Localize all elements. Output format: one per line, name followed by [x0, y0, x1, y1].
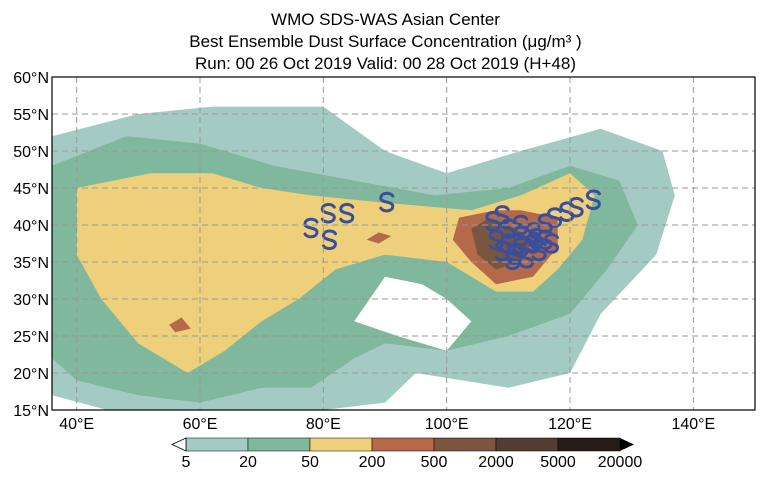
lon-tick-label: 120°E [548, 416, 592, 433]
colorbar-bin [433, 437, 497, 452]
dust-observation-marker [505, 249, 521, 271]
colorbar-label: 200 [359, 454, 386, 471]
dust-observation-marker [568, 196, 584, 218]
contour-200-500-iran [169, 317, 191, 333]
lon-tick-label: 40°E [59, 416, 94, 433]
lat-tick-label: 15°N [13, 403, 49, 420]
no-dust-area [354, 276, 472, 351]
dust-observation-marker [559, 201, 575, 222]
dust-observation-marker [547, 207, 563, 228]
dust-observation-marker [525, 222, 541, 243]
colorbar-label: 2000 [478, 454, 514, 471]
dust-observation-marker [585, 189, 601, 211]
colorbar-label: 20 [239, 454, 257, 471]
contour-200-500-tarim [366, 232, 392, 244]
lat-tick-label: 25°N [13, 329, 49, 346]
dust-observation-marker [320, 202, 336, 224]
colorbar-label: 5000 [540, 454, 576, 471]
dust-observation-marker [513, 225, 529, 247]
lat-tick-label: 50°N [13, 144, 49, 161]
lon-tick-label: 80°E [306, 416, 341, 433]
title-line-3: Run: 00 26 Oct 2019 Valid: 00 28 Oct 201… [194, 54, 576, 73]
plot-frame [51, 76, 756, 411]
lon-tick-label: 60°E [183, 416, 218, 433]
lat-tick-label: 20°N [13, 366, 49, 383]
dust-observation-marker [543, 233, 560, 254]
dust-observation-marker [506, 244, 523, 265]
colorbar-low-arrow [171, 437, 187, 452]
colorbar-label: 5 [182, 454, 191, 471]
dust-observation-marker [500, 218, 516, 239]
dust-observation-marker [494, 240, 510, 262]
title-line-1: WMO SDS-WAS Asian Center [271, 10, 500, 29]
dust-observation-marker [339, 202, 355, 224]
lon-tick-label: 100°E [425, 416, 469, 433]
lat-tick-label: 60°N [13, 70, 49, 87]
dust-observation-marker [321, 229, 338, 251]
colorbar-bin [495, 437, 559, 452]
dust-observation-marker [519, 248, 535, 269]
lat-tick-label: 45°N [13, 181, 49, 198]
lat-tick-label: 35°N [13, 255, 49, 272]
colorbar-label: 50 [301, 454, 319, 471]
colorbar-bin [309, 437, 373, 452]
lat-tick-label: 55°N [13, 107, 49, 124]
dust-observation-marker [531, 240, 547, 262]
colorbar-label: 20000 [598, 454, 643, 471]
colorbar-label: 500 [421, 454, 448, 471]
dust-field [52, 77, 755, 410]
dust-observation-marker [379, 191, 395, 213]
no-dust-east [668, 77, 755, 410]
colorbar-bin [557, 437, 621, 452]
title-line-2: Best Ensemble Dust Surface Concentration… [189, 32, 582, 51]
dust-observation-marker [303, 217, 319, 239]
dust-observation-marker [513, 214, 529, 236]
colorbar-high-arrow [620, 438, 634, 451]
colorbar-bin [185, 437, 249, 452]
colorbar-bin [247, 437, 311, 452]
colorbar-bin [371, 437, 435, 452]
lat-tick-label: 30°N [13, 292, 49, 309]
lon-tick-label: 140°E [671, 416, 715, 433]
dust-observation-marker [528, 228, 544, 249]
lat-tick-label: 40°N [13, 218, 49, 235]
